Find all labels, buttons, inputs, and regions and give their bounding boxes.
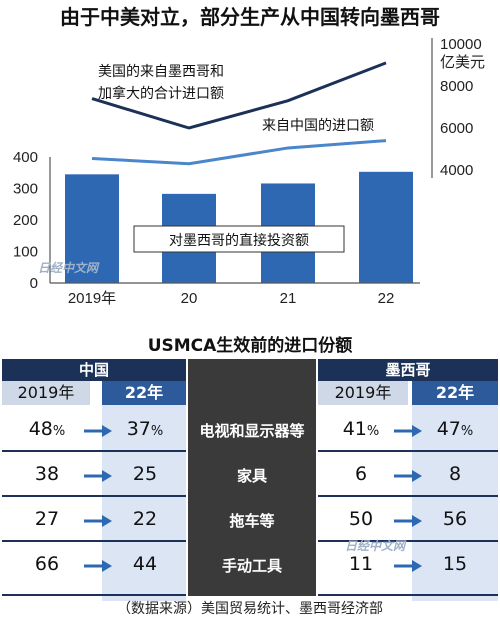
china-year-22: 22年: [102, 381, 186, 405]
category-label: 手动工具: [221, 556, 282, 575]
line-light-label: 来自中国的进口额: [262, 118, 374, 134]
mexico-22-value: 15: [442, 552, 468, 575]
arrow-icon: [84, 513, 112, 527]
mexico-2019-value: 11: [348, 552, 374, 575]
china-22-column: [102, 381, 186, 601]
x-tick-label: 22: [378, 290, 395, 307]
mexico-2019-value: 50: [348, 507, 374, 530]
china-2019-value: 27: [34, 507, 60, 530]
line-series-2: [91, 139, 387, 166]
china-2019-value: 66: [34, 552, 60, 575]
x-axis: 2019年 20 21 22: [68, 290, 395, 307]
arrow-icon: [84, 558, 112, 572]
mexico-2019-value: 6: [354, 462, 368, 485]
row-separator: [318, 594, 498, 596]
right-axis-unit: 亿美元: [440, 54, 485, 71]
y-right-tick-label: 4000: [440, 162, 473, 179]
china-22-value: 22: [132, 507, 158, 530]
arrow-icon: [394, 423, 422, 437]
row-separator: [318, 540, 498, 542]
china-22-value: 37%: [126, 417, 164, 440]
bar-3: [359, 171, 413, 283]
bar-series-label: 对墨西哥的直接投资额: [169, 232, 309, 249]
y-right-tick-label: 6000: [440, 120, 473, 137]
mexico-22-value: 56: [442, 507, 468, 530]
line-dark-label: 美国的来自墨西哥和加拿大的合计进口额: [98, 64, 224, 102]
chart-title: 由于中美对立，部分生产从中国转向墨西哥: [60, 5, 440, 29]
mexico-22-column: [412, 381, 498, 601]
x-tick-label: 2019年: [68, 290, 116, 307]
row-separator: [2, 495, 186, 497]
mexico-year-22: 22年: [412, 381, 498, 405]
china-year-2019: 2019年: [2, 381, 90, 405]
x-tick-label: 20: [181, 290, 198, 307]
arrow-icon: [394, 513, 422, 527]
row-separator: [2, 450, 186, 452]
mexico-2019-value: 41%: [342, 417, 380, 440]
arrow-icon: [84, 423, 112, 437]
china-22-value: 25: [132, 462, 158, 485]
mexico-year-2019: 2019年: [318, 381, 408, 405]
watermark-1: 日经中文网: [38, 261, 100, 275]
x-tick-label: 21: [280, 290, 297, 307]
category-column: [188, 359, 316, 596]
group-header-china: 中国: [2, 359, 186, 381]
row-separator: [2, 540, 186, 542]
table-title: USMCA生效前的进口份额: [147, 336, 353, 356]
bar-0: [65, 174, 119, 283]
source-note: （数据来源）美国贸易统计、墨西哥经济部: [117, 601, 383, 617]
china-22-value: 44: [132, 552, 158, 575]
row-separator: [2, 594, 186, 596]
lines-group: [91, 61, 387, 166]
row-separator: [318, 450, 498, 452]
category-label: 家具: [236, 466, 267, 485]
arrow-icon: [84, 468, 112, 482]
bar-series-label-box: [133, 225, 345, 253]
left-axis: 0 100 200 300 400: [13, 149, 51, 292]
group-header-mexico: 墨西哥: [318, 359, 498, 381]
mexico-22-value: 8: [448, 462, 462, 485]
line-series-1: [91, 61, 387, 130]
watermark-2: 日经中文网: [345, 539, 406, 553]
y-left-tick-label: 100: [13, 244, 38, 261]
category-label: 电视和显示器等: [199, 421, 305, 440]
y-right-tick-label: 10000: [440, 36, 482, 53]
right-axis: 4000 6000 8000 10000: [440, 36, 482, 179]
y-left-tick-label: 200: [13, 212, 38, 229]
row-separator: [318, 495, 498, 497]
arrow-icon: [394, 558, 422, 572]
china-2019-value: 48%: [28, 417, 66, 440]
china-2019-value: 38: [34, 462, 60, 485]
y-left-tick-label: 300: [13, 181, 38, 198]
mexico-22-value: 47%: [436, 417, 474, 440]
category-label: 拖车等: [229, 511, 275, 530]
arrow-icon: [394, 468, 422, 482]
y-left-tick-label: 400: [13, 149, 38, 166]
y-left-tick-label: 0: [30, 275, 38, 292]
y-right-tick-label: 8000: [440, 78, 473, 95]
